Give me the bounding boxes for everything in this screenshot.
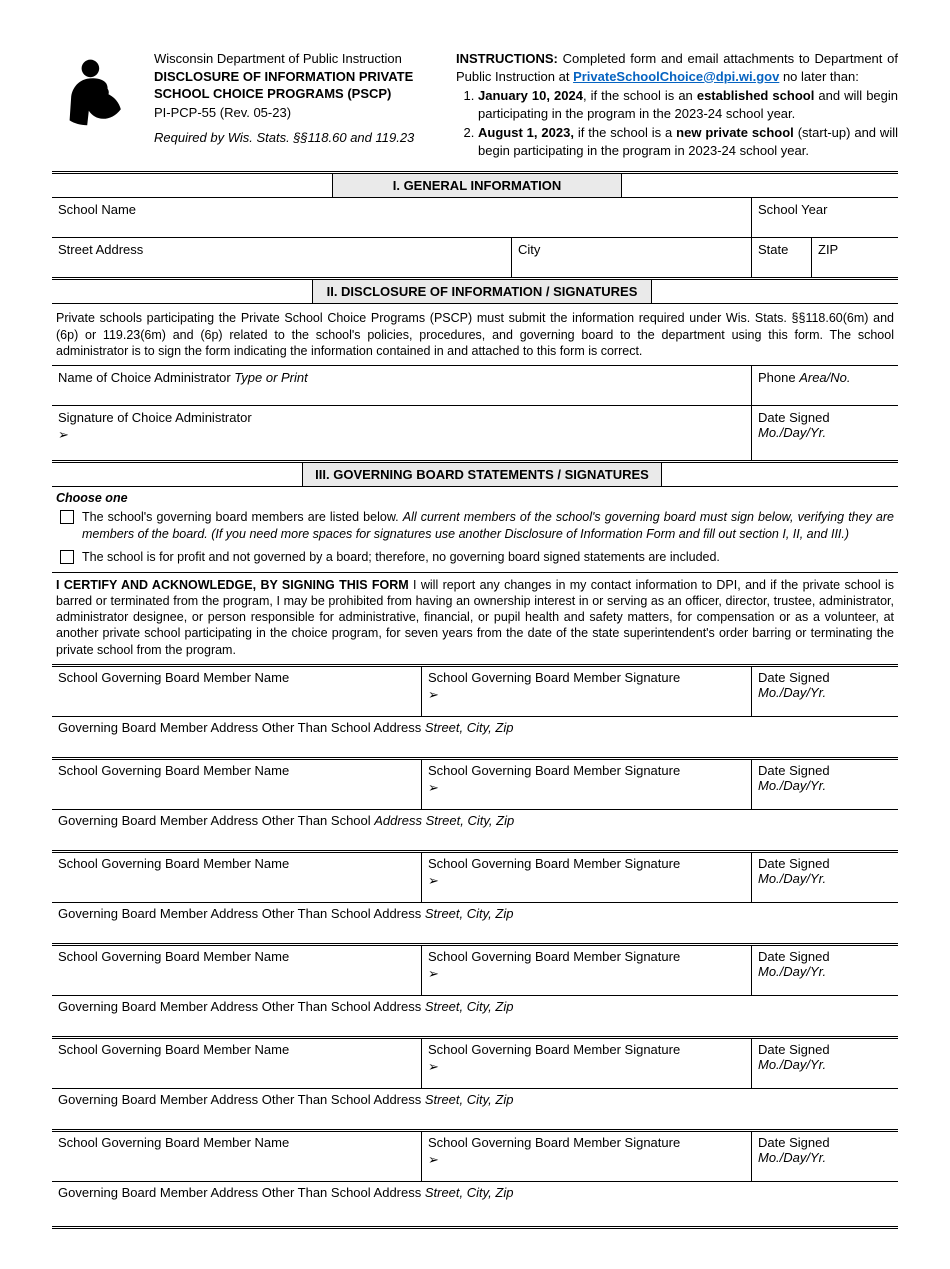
field-admin-sig[interactable]: Signature of Choice Administrator ➢ bbox=[52, 406, 752, 460]
choose-one-label: Choose one bbox=[52, 487, 898, 507]
sig-arrow-icon: ➢ bbox=[428, 780, 745, 796]
field-member-name[interactable]: School Governing Board Member Name bbox=[52, 853, 422, 902]
member-block: School Governing Board Member NameSchool… bbox=[52, 664, 898, 757]
certify-para: I CERTIFY AND ACKNOWLEDGE, BY SIGNING TH… bbox=[52, 573, 898, 664]
field-date-signed[interactable]: Date Signed Mo./Day/Yr. bbox=[752, 406, 898, 460]
sig-arrow-icon: ➢ bbox=[428, 687, 745, 703]
field-phone[interactable]: Phone Area/No. bbox=[752, 366, 898, 405]
member-row: School Governing Board Member NameSchool… bbox=[52, 850, 898, 903]
member-block: School Governing Board Member NameSchool… bbox=[52, 1036, 898, 1129]
field-member-address[interactable]: Governing Board Member Address Other Tha… bbox=[52, 996, 898, 1036]
checkbox-2[interactable] bbox=[60, 550, 74, 564]
field-member-signature[interactable]: School Governing Board Member Signature➢ bbox=[422, 1039, 752, 1088]
instruction-item-2: August 1, 2023, if the school is a new p… bbox=[478, 124, 898, 159]
field-street[interactable]: Street Address bbox=[52, 238, 512, 277]
field-member-date[interactable]: Date Signed Mo./Day/Yr. bbox=[752, 1132, 898, 1181]
field-member-address[interactable]: Governing Board Member Address Other Tha… bbox=[52, 903, 898, 943]
field-member-address[interactable]: Governing Board Member Address Other Tha… bbox=[52, 1089, 898, 1129]
sig-arrow-icon: ➢ bbox=[428, 1152, 745, 1168]
row-admin-sig: Signature of Choice Administrator ➢ Date… bbox=[52, 406, 898, 460]
row-admin-name: Name of Choice Administrator Type or Pri… bbox=[52, 366, 898, 406]
field-state[interactable]: State bbox=[752, 238, 812, 277]
form-title-block: Wisconsin Department of Public Instructi… bbox=[154, 50, 444, 161]
field-member-name[interactable]: School Governing Board Member Name bbox=[52, 760, 422, 809]
field-member-name[interactable]: School Governing Board Member Name bbox=[52, 667, 422, 716]
field-member-address[interactable]: Governing Board Member Address Other Tha… bbox=[52, 810, 898, 850]
form-title-line1: DISCLOSURE OF INFORMATION PRIVATE bbox=[154, 68, 444, 86]
section-3-bar: III. GOVERNING BOARD STATEMENTS / SIGNAT… bbox=[52, 460, 898, 487]
bottom-rule bbox=[52, 1226, 898, 1229]
member-row: School Governing Board Member NameSchool… bbox=[52, 1036, 898, 1089]
field-member-address[interactable]: Governing Board Member Address Other Tha… bbox=[52, 1182, 898, 1222]
field-member-date[interactable]: Date Signed Mo./Day/Yr. bbox=[752, 760, 898, 809]
logo bbox=[52, 50, 142, 161]
field-member-signature[interactable]: School Governing Board Member Signature➢ bbox=[422, 760, 752, 809]
sig-arrow-icon: ➢ bbox=[428, 873, 745, 889]
row-school-name: School Name School Year bbox=[52, 198, 898, 238]
field-member-signature[interactable]: School Governing Board Member Signature➢ bbox=[422, 667, 752, 716]
member-block: School Governing Board Member NameSchool… bbox=[52, 757, 898, 850]
section-3-title: III. GOVERNING BOARD STATEMENTS / SIGNAT… bbox=[302, 463, 662, 486]
field-member-date[interactable]: Date Signed Mo./Day/Yr. bbox=[752, 667, 898, 716]
member-row: School Governing Board Member NameSchool… bbox=[52, 943, 898, 996]
section-2-bar: II. DISCLOSURE OF INFORMATION / SIGNATUR… bbox=[52, 277, 898, 304]
field-school-year[interactable]: School Year bbox=[752, 198, 898, 237]
instructions: INSTRUCTIONS: Completed form and email a… bbox=[456, 50, 898, 161]
sig-arrow-icon: ➢ bbox=[428, 1059, 745, 1075]
checkbox-option-2: The school is for profit and not governe… bbox=[52, 547, 898, 573]
section-2-title: II. DISCLOSURE OF INFORMATION / SIGNATUR… bbox=[312, 280, 652, 303]
member-block: School Governing Board Member NameSchool… bbox=[52, 850, 898, 943]
field-member-date[interactable]: Date Signed Mo./Day/Yr. bbox=[752, 853, 898, 902]
field-member-name[interactable]: School Governing Board Member Name bbox=[52, 946, 422, 995]
field-member-signature[interactable]: School Governing Board Member Signature➢ bbox=[422, 946, 752, 995]
dept-name: Wisconsin Department of Public Instructi… bbox=[154, 50, 444, 68]
checkbox-option-1: The school's governing board members are… bbox=[52, 507, 898, 547]
section-1-title: I. GENERAL INFORMATION bbox=[332, 174, 622, 197]
field-member-date[interactable]: Date Signed Mo./Day/Yr. bbox=[752, 946, 898, 995]
header: Wisconsin Department of Public Instructi… bbox=[52, 50, 898, 161]
field-member-name[interactable]: School Governing Board Member Name bbox=[52, 1039, 422, 1088]
field-member-address[interactable]: Governing Board Member Address Other Tha… bbox=[52, 717, 898, 757]
instructions-intro2: no later than: bbox=[779, 69, 859, 84]
field-school-name[interactable]: School Name bbox=[52, 198, 752, 237]
field-zip[interactable]: ZIP bbox=[812, 238, 898, 277]
sig-arrow-icon: ➢ bbox=[428, 966, 745, 982]
member-row: School Governing Board Member NameSchool… bbox=[52, 757, 898, 810]
section-1-bar: I. GENERAL INFORMATION bbox=[52, 171, 898, 198]
member-row: School Governing Board Member NameSchool… bbox=[52, 664, 898, 717]
member-block: School Governing Board Member NameSchool… bbox=[52, 943, 898, 1036]
field-member-signature[interactable]: School Governing Board Member Signature➢ bbox=[422, 1132, 752, 1181]
instruction-item-1: January 10, 2024, if the school is an es… bbox=[478, 87, 898, 122]
field-admin-name[interactable]: Name of Choice Administrator Type or Pri… bbox=[52, 366, 752, 405]
dpi-logo-icon bbox=[52, 50, 132, 130]
field-city[interactable]: City bbox=[512, 238, 752, 277]
checkbox-1[interactable] bbox=[60, 510, 74, 524]
instr1-date: January 10, 2024 bbox=[478, 88, 583, 103]
required-by: Required by Wis. Stats. §§118.60 and 119… bbox=[154, 129, 444, 147]
field-member-signature[interactable]: School Governing Board Member Signature➢ bbox=[422, 853, 752, 902]
row-address: Street Address City State ZIP bbox=[52, 238, 898, 277]
member-row: School Governing Board Member NameSchool… bbox=[52, 1129, 898, 1182]
form-title-line2: SCHOOL CHOICE PROGRAMS (PSCP) bbox=[154, 85, 444, 103]
form-number: PI-PCP-55 (Rev. 05-23) bbox=[154, 104, 444, 122]
member-block: School Governing Board Member NameSchool… bbox=[52, 1129, 898, 1222]
sig-arrow-icon: ➢ bbox=[58, 427, 745, 443]
email-link[interactable]: PrivateSchoolChoice@dpi.wi.gov bbox=[573, 69, 779, 84]
form-page: Wisconsin Department of Public Instructi… bbox=[0, 0, 950, 1269]
instructions-label: INSTRUCTIONS: bbox=[456, 51, 558, 66]
field-member-date[interactable]: Date Signed Mo./Day/Yr. bbox=[752, 1039, 898, 1088]
section-2-para: Private schools participating the Privat… bbox=[52, 304, 898, 366]
field-member-name[interactable]: School Governing Board Member Name bbox=[52, 1132, 422, 1181]
instr2-date: August 1, 2023, bbox=[478, 125, 574, 140]
